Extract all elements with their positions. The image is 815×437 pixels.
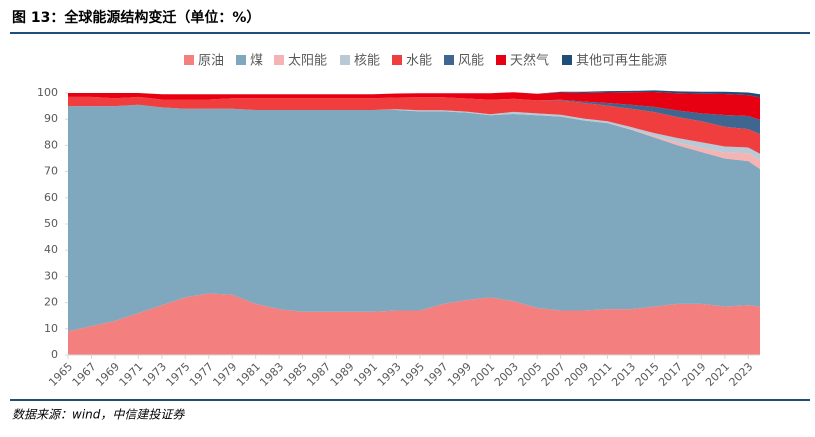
x-tick-label: 1967 [70,360,99,389]
x-tick-label: 1997 [422,360,451,389]
area [68,104,760,332]
x-tick-label: 2001 [468,360,497,389]
area [68,90,760,98]
y-tick-label: 80 [44,138,58,151]
legend-label: 天然气 [510,53,549,69]
x-tick-label: 1981 [234,360,263,389]
x-tick-label: 2013 [609,360,638,389]
x-tick-label: 2017 [656,360,685,389]
legend-label: 太阳能 [288,54,327,69]
x-tick-label: 2023 [727,360,756,389]
legend-swatch [562,55,572,65]
y-tick-label: 20 [44,296,58,309]
x-tick-label: 2021 [703,360,732,389]
legend-swatch [274,55,284,65]
x-tick-label: 1995 [398,360,427,389]
x-tick-label: 1983 [257,360,286,389]
legend-label: 其他可再生能源 [576,54,667,69]
area [68,96,760,154]
legend-label: 煤 [250,54,263,69]
x-tick-label: 2005 [515,360,544,389]
x-tick-label: 2003 [492,360,521,389]
y-tick-label: 30 [44,269,58,282]
x-tick-label: 1987 [304,360,333,389]
x-tick-label: 1973 [140,360,169,389]
area [68,293,760,355]
x-tick-label: 2019 [680,360,709,389]
x-tick-label: 1993 [375,360,404,389]
x-tick-label: 2011 [586,360,615,389]
legend-swatch [444,55,454,65]
legend-label: 风能 [458,54,484,69]
y-tick-label: 40 [44,243,58,256]
legend-swatch [184,55,194,65]
x-tick-label: 1969 [93,360,122,389]
y-tick-label: 10 [44,322,58,335]
y-tick-label: 70 [44,165,58,178]
y-tick-label: 90 [44,112,58,125]
x-tick-label: 1977 [187,360,216,389]
x-tick-label: 1999 [445,360,474,389]
y-tick-label: 100 [37,86,58,99]
x-tick-label: 1975 [164,360,193,389]
x-tick-label: 2007 [539,360,568,389]
legend-label: 原油 [198,54,224,69]
x-tick-label: 1965 [46,360,75,389]
x-tick-label: 2015 [633,360,662,389]
source-note: 数据来源：wind，中信建投证券 [12,408,185,422]
y-tick-label: 50 [44,217,58,230]
x-tick-label: 1989 [328,360,357,389]
area [68,91,760,120]
legend-swatch [340,55,350,65]
chart-title: 图 13：全球能源结构变迁（单位：%） [12,9,260,26]
x-tick-label: 2009 [562,360,591,389]
legend-label: 水能 [406,54,432,69]
x-tick-label: 1985 [281,360,310,389]
y-tick-label: 60 [44,191,58,204]
legend-swatch [496,55,506,65]
y-tick-label: 0 [51,348,58,361]
x-tick-label: 1991 [351,360,380,389]
x-tick-label: 1979 [210,360,239,389]
legend-swatch [392,55,402,65]
legend-swatch [236,55,246,65]
x-tick-label: 1971 [117,360,146,389]
legend-label: 核能 [354,54,380,69]
